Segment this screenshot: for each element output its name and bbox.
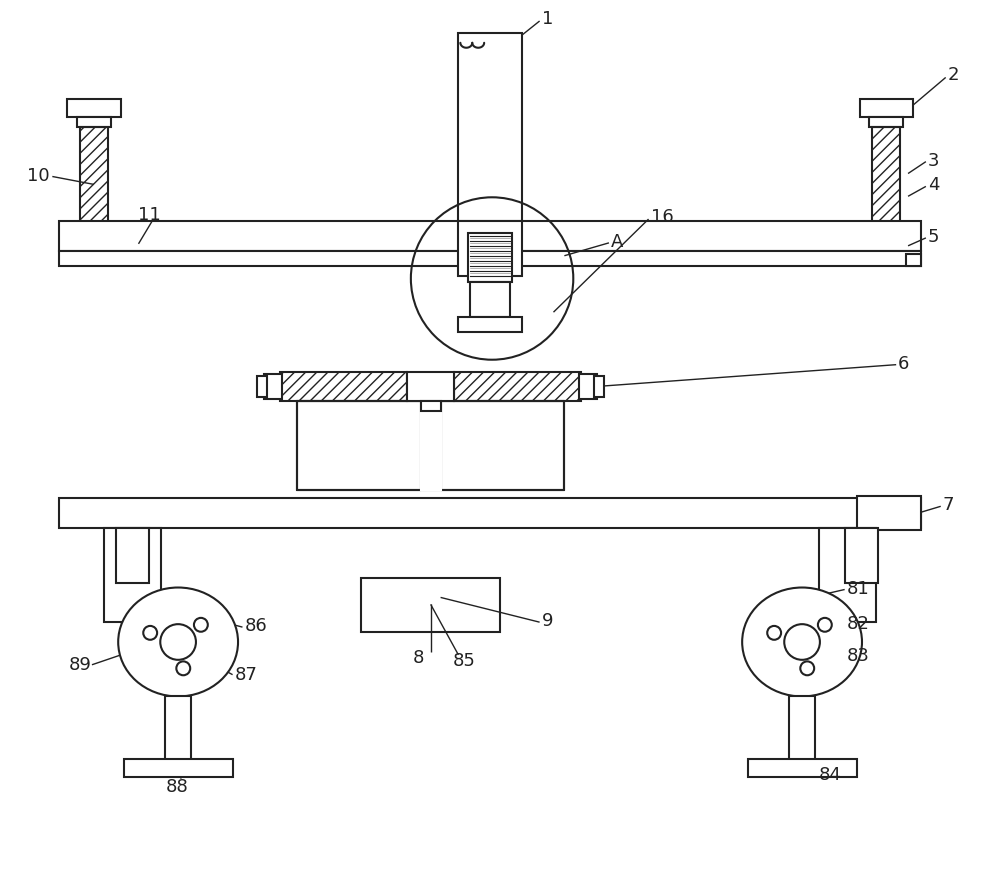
Text: 85: 85 [452, 651, 475, 669]
Bar [122, 235, 147, 255]
Bar [361, 578, 500, 633]
Text: 88: 88 [166, 777, 189, 794]
Text: 7: 7 [943, 495, 954, 514]
Bar [104, 528, 161, 622]
Text: 86: 86 [244, 616, 267, 634]
Bar [857, 497, 921, 530]
Bar [59, 251, 921, 266]
Circle shape [143, 627, 157, 640]
Circle shape [176, 661, 190, 675]
Bar [906, 255, 921, 266]
Bar [59, 222, 921, 251]
Bar [458, 222, 522, 276]
Text: 11: 11 [138, 206, 161, 224]
Bar [72, 242, 116, 254]
Bar [297, 401, 564, 491]
Text: 1: 1 [542, 10, 553, 28]
Bar [864, 227, 908, 242]
Circle shape [767, 627, 781, 640]
Text: A: A [611, 233, 623, 250]
Text: 81: 81 [847, 579, 869, 597]
Bar [421, 401, 441, 412]
Circle shape [784, 625, 820, 660]
Ellipse shape [118, 587, 238, 697]
Bar [819, 528, 876, 622]
Bar [458, 318, 522, 333]
Text: 89: 89 [69, 655, 92, 673]
Bar [579, 375, 597, 400]
Text: 83: 83 [847, 647, 870, 664]
Bar [454, 372, 581, 401]
Text: 82: 82 [847, 614, 870, 633]
Bar [264, 375, 282, 400]
Bar [165, 697, 191, 761]
Bar [594, 376, 604, 398]
Bar [833, 235, 859, 255]
Text: 16: 16 [651, 208, 673, 226]
Bar [470, 283, 510, 318]
Bar [59, 499, 921, 528]
Text: 3: 3 [928, 151, 939, 169]
Text: 4: 4 [928, 176, 939, 194]
Bar [872, 128, 900, 242]
Text: 84: 84 [819, 765, 842, 783]
Bar [257, 376, 267, 398]
Text: 2: 2 [948, 66, 959, 84]
Bar [869, 118, 903, 128]
Bar [407, 372, 454, 401]
Bar [845, 528, 878, 583]
Bar [77, 118, 111, 128]
Bar [124, 759, 233, 777]
Bar [280, 372, 407, 401]
Circle shape [160, 625, 196, 660]
Bar [67, 100, 121, 118]
Bar [468, 234, 512, 283]
Circle shape [818, 618, 832, 632]
Bar [80, 128, 108, 242]
Bar [421, 401, 441, 491]
Text: 10: 10 [27, 166, 49, 184]
Text: 5: 5 [928, 228, 939, 246]
Bar [860, 100, 913, 118]
Circle shape [800, 661, 814, 675]
Ellipse shape [742, 587, 862, 697]
Bar [72, 227, 116, 242]
Text: 9: 9 [542, 612, 553, 629]
Bar [116, 528, 149, 583]
Bar [789, 697, 815, 761]
Bar [864, 242, 908, 254]
Text: 6: 6 [898, 355, 910, 372]
Text: 87: 87 [235, 665, 257, 683]
Circle shape [194, 618, 208, 632]
Text: 8: 8 [413, 648, 424, 666]
Bar [458, 34, 522, 222]
Bar [748, 759, 857, 777]
